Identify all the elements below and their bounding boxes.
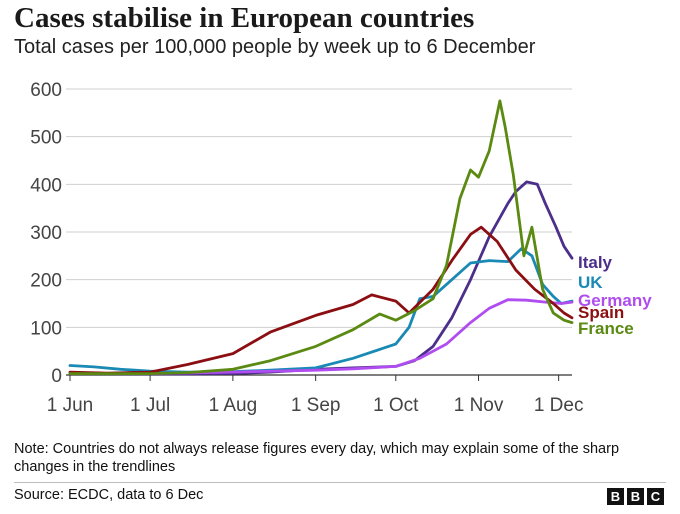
chart-note: Note: Countries do not always release fi… [14, 441, 620, 475]
x-tick-label: 1 Jun [47, 395, 93, 416]
x-tick-label: 1 Oct [373, 395, 419, 416]
chart-title: Cases stabilise in European countries [14, 2, 475, 34]
y-axis-tick-labels: 0 100 200 300 400 500 600 [30, 80, 62, 387]
series-label-uk: UK [578, 273, 603, 292]
x-tick-label: 1 Sep [291, 395, 341, 416]
gridlines [66, 88, 572, 376]
series-label-germany: Germany [578, 291, 652, 310]
logo-letter: B [607, 488, 624, 505]
y-tick-label: 500 [30, 128, 62, 149]
x-tick-label: 1 Dec [534, 395, 584, 416]
x-axis-tick-labels: 1 Jun 1 Jul 1 Aug 1 Sep 1 Oct 1 Nov 1 Dec [47, 375, 584, 416]
x-tick-label: 1 Jul [130, 395, 170, 416]
logo-letter: B [627, 488, 644, 505]
series-line-spain [68, 225, 574, 375]
y-tick-label: 600 [30, 80, 62, 101]
footer-divider [14, 482, 666, 483]
y-tick-label: 0 [51, 366, 62, 387]
chart-subtitle: Total cases per 100,000 people by week u… [14, 36, 536, 58]
y-tick-label: 300 [30, 223, 62, 244]
x-tick-label: 1 Aug [209, 395, 258, 416]
series-label-italy: Italy [578, 253, 613, 272]
bbc-logo: B B C [607, 488, 664, 505]
series-label-spain: Spain [578, 303, 624, 322]
series-line-germany [68, 298, 574, 375]
y-tick-label: 200 [30, 271, 62, 292]
series-line-uk [68, 247, 574, 374]
y-tick-label: 100 [30, 318, 62, 339]
x-tick-label: 1 Nov [454, 395, 504, 416]
series-line-france [68, 99, 574, 375]
line-chart: 0 100 200 300 400 500 600 1 Jun 1 Jul 1 Aug 1 Sep… [30, 80, 652, 416]
logo-letter: C [647, 488, 664, 505]
chart-source: Source: ECDC, data to 6 Dec [14, 487, 204, 503]
series-label-france: France [578, 319, 634, 338]
series-lines [68, 99, 574, 376]
y-tick-label: 400 [30, 175, 62, 196]
